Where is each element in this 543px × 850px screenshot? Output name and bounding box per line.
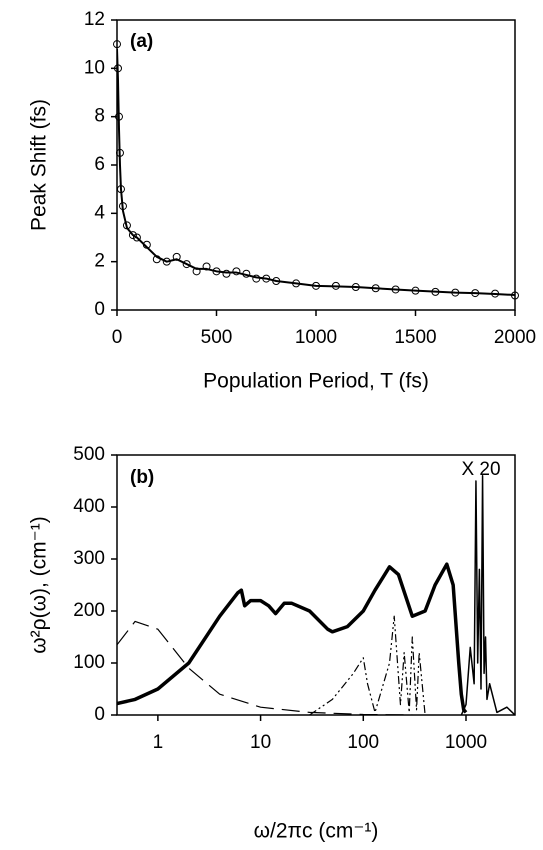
x-tick-label: 10 [250,732,271,753]
x-tick-label: 500 [201,327,233,348]
x-tick-label: 0 [112,327,123,348]
y-axis-label: ω²ρ(ω), (cm⁻¹) [28,516,51,653]
y-tick-label: 0 [94,299,105,320]
data-point [113,40,121,49]
x-tick-label: 1500 [394,327,436,348]
y-tick-label: 0 [94,704,105,725]
y-tick-label: 6 [94,154,105,175]
y-tick-label: 10 [84,57,105,78]
data-point [132,233,141,242]
plot-frame [116,454,516,716]
panel-label: (a) [130,31,153,52]
data-line [117,620,413,715]
x-axis-label: ω/2πc (cm⁻¹) [254,820,379,843]
data-point [128,231,137,240]
y-axis-label: Peak Shift (fs) [28,99,51,231]
y-tick-label: 2 [94,251,105,272]
x-tick-label: 1000 [295,327,337,348]
x-axis-label: Population Period, T (fs) [203,370,429,393]
plot-frame [116,19,516,311]
y-tick-label: 200 [73,600,105,621]
data-line [309,615,426,715]
data-point [232,267,241,276]
annotation: X 20 [461,459,500,480]
y-tick-label: 8 [94,106,105,127]
x-tick-label: 100 [347,732,379,753]
y-tick-label: 500 [73,444,105,465]
y-tick-label: 12 [84,9,105,30]
data-line [460,475,515,715]
data-point [182,260,191,269]
x-tick-label: 2000 [494,327,536,348]
x-tick-label: 1 [153,732,164,753]
y-tick-label: 300 [73,548,105,569]
y-tick-label: 4 [94,202,105,223]
y-tick-label: 100 [73,652,105,673]
y-tick-label: 400 [73,496,105,517]
panel-label: (b) [130,467,154,488]
data-point [222,269,231,278]
x-tick-label: 1000 [445,732,487,753]
data-line [117,562,468,714]
data-line [117,48,515,297]
data-point [202,262,211,271]
